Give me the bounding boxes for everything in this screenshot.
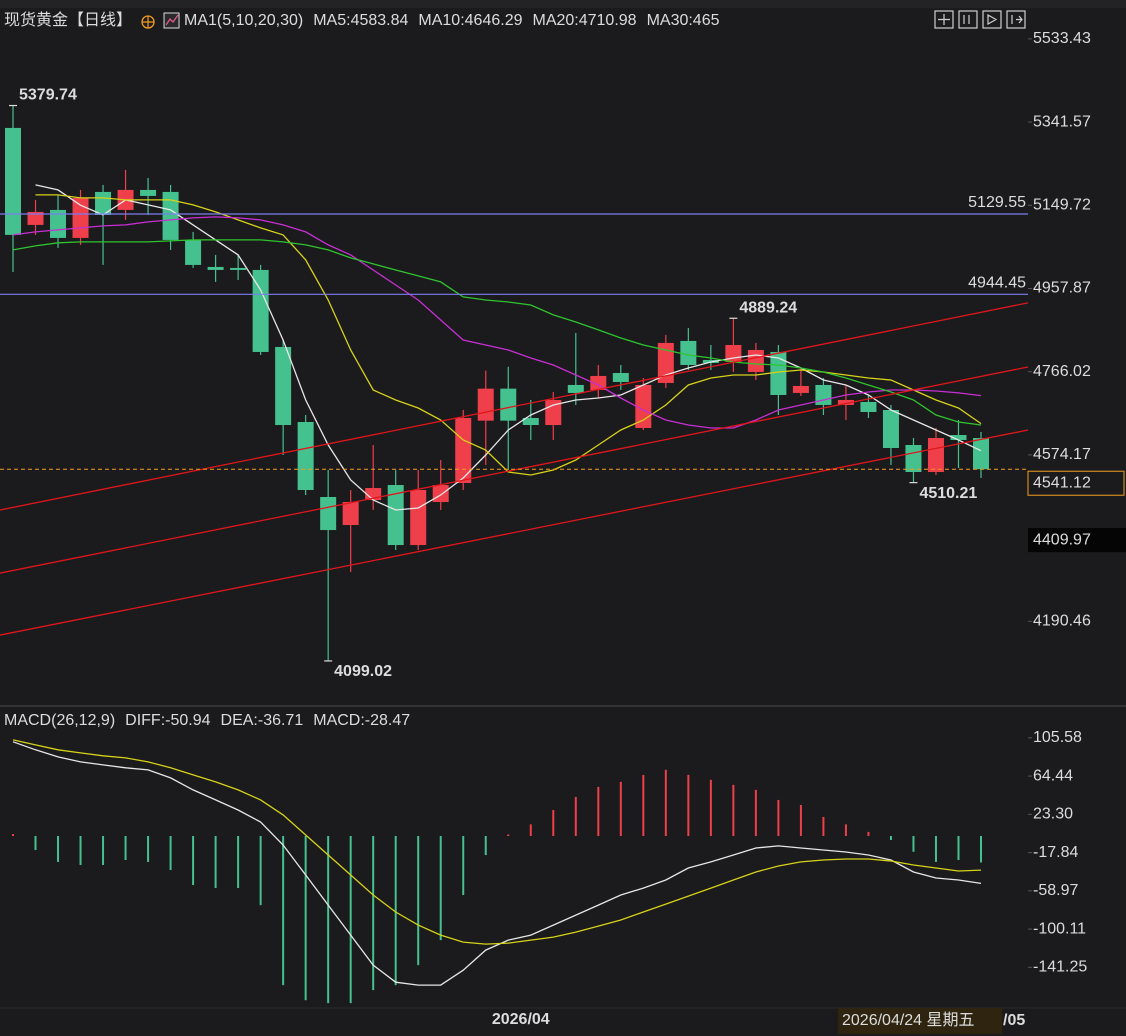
legend-entry: DIFF:-50.94 (125, 712, 210, 729)
legend-entry: DEA:-36.71 (221, 712, 304, 729)
y-tick-label: 23.30 (1033, 806, 1073, 823)
candle-body (522, 417, 539, 425)
y-tick-label: 5341.57 (1033, 113, 1091, 130)
tool-button[interactable] (982, 10, 1002, 29)
y-tick-label: 5533.43 (1033, 30, 1091, 47)
candle-body (882, 409, 899, 448)
chart-title: MACD(26,12,9) (4, 712, 115, 729)
trend-line (0, 366, 1029, 574)
legend-entry: MA20:4710.98 (532, 12, 636, 29)
legend-entry: MACD:-28.47 (313, 712, 410, 729)
candle-body (297, 422, 314, 491)
series-line (12, 741, 982, 986)
candle-body (590, 375, 607, 390)
candle-body (612, 372, 629, 382)
icon (142, 16, 155, 28)
y-tick-label: -141.25 (1033, 959, 1087, 976)
period-label: 【日线】 (68, 11, 132, 29)
cursor-date-box (838, 1008, 1002, 1034)
candle-body (680, 340, 697, 365)
y-tick-label: 5149.72 (1033, 197, 1091, 214)
candle-body (860, 401, 877, 412)
candle-body (252, 269, 269, 352)
extreme-label: 4889.24 (739, 299, 797, 316)
legend-entry: MA5:4583.84 (313, 12, 408, 29)
chart-title: 现货黄金 (4, 11, 68, 29)
candle-body (207, 266, 224, 270)
series-line (35, 184, 982, 511)
y-tick-label: 4957.87 (1033, 280, 1091, 297)
candle-body (27, 211, 44, 225)
series-line (12, 739, 982, 945)
candle-body (657, 342, 674, 383)
y-tick-label: 4190.46 (1033, 613, 1091, 630)
candle-body (387, 485, 404, 546)
candle-body (320, 496, 337, 531)
tool-icons (938, 13, 1023, 26)
candle-body (770, 351, 787, 395)
extreme-label: 4099.02 (334, 663, 392, 680)
y-tick-label: -58.97 (1033, 882, 1078, 899)
x-tick-label: 2026/04 (492, 1011, 550, 1028)
icon (165, 14, 179, 26)
candle-body (905, 444, 922, 473)
price-tag (1027, 470, 1125, 496)
candle-body (455, 417, 472, 483)
indicator-label: MA1(5,10,20,30) (184, 12, 303, 29)
candle-body (837, 399, 854, 405)
trend-line (0, 302, 1029, 511)
y-tick-label: 105.58 (1033, 729, 1082, 746)
candle-body (185, 239, 202, 265)
price-tag-label: 4409.97 (1033, 531, 1091, 548)
candle-body (927, 438, 944, 473)
y-tick-label: 64.44 (1033, 767, 1073, 784)
top-strip (0, 0, 1126, 8)
y-tick-label: 4766.02 (1033, 363, 1091, 380)
y-tick-label: 4574.17 (1033, 446, 1091, 463)
candle-body (477, 388, 494, 421)
candle-body (432, 485, 449, 503)
horizontal-line-label: 4944.45 (968, 275, 1026, 292)
extreme-label: 4510.21 (919, 485, 977, 502)
extreme-label: 5379.74 (19, 87, 77, 104)
candle-body (275, 346, 292, 425)
horizontal-line-label: 5129.55 (968, 194, 1026, 211)
candle-body (747, 349, 764, 372)
y-tick-label: -100.11 (1033, 920, 1086, 937)
candle-body (72, 197, 89, 238)
price-tag-label: 4541.12 (1033, 474, 1091, 491)
candle-body (567, 384, 584, 393)
x-end-label: /05 (1003, 1012, 1025, 1029)
legend-entry: MA30:465 (647, 12, 720, 29)
toolbar (934, 10, 1026, 29)
candle-body (50, 209, 67, 238)
candle-body (342, 502, 359, 526)
price-tag (1028, 528, 1126, 553)
candle-body (500, 388, 517, 421)
candle-body (230, 267, 247, 270)
candle-body (162, 191, 179, 240)
tool-button[interactable] (1006, 10, 1026, 29)
candle-body (973, 438, 989, 470)
tool-button[interactable] (934, 10, 954, 29)
legend-entry: MA10:4646.29 (418, 12, 522, 29)
candle-body (950, 435, 967, 441)
candle-body (410, 490, 427, 546)
candle-body (792, 385, 809, 393)
series-line (12, 216, 982, 429)
series-line (12, 239, 982, 426)
trend-line (0, 429, 1029, 636)
y-tick-label: -17.84 (1033, 844, 1078, 861)
candle-body (140, 189, 157, 196)
cursor-date: 2026/04/24 星期五 (842, 1011, 975, 1029)
candle-body (5, 127, 21, 235)
candle-body (815, 384, 832, 405)
tool-button[interactable] (958, 10, 978, 29)
